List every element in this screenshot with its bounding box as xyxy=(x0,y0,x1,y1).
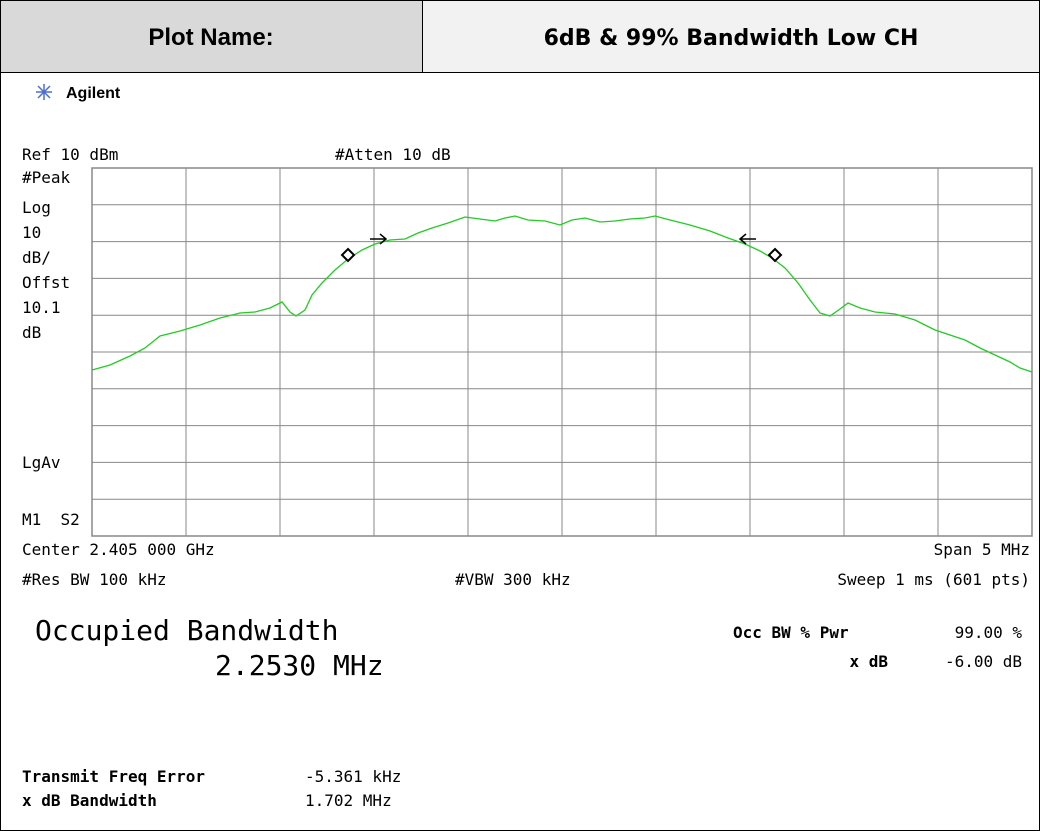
header-title: 6dB & 99% Bandwidth Low CH xyxy=(544,26,919,51)
left-label: Offst xyxy=(22,273,70,292)
tfe-value: -5.361 kHz xyxy=(305,767,401,786)
ref-level: Ref 10 dBm xyxy=(22,145,118,164)
brand: Agilent xyxy=(66,85,121,102)
marker xyxy=(767,247,783,263)
span: Span 5 MHz xyxy=(934,540,1030,559)
result-title: Occupied Bandwidth xyxy=(35,614,338,647)
left-label: 10.1 xyxy=(22,298,61,317)
occ-label: Occ BW % Pwr xyxy=(733,623,849,642)
xdb-value: -6.00 dB xyxy=(945,652,1022,671)
graticule-border xyxy=(91,167,1033,537)
header-label: Plot Name: xyxy=(148,24,273,51)
left-label: 10 xyxy=(22,223,41,242)
trace xyxy=(91,215,1033,373)
left-label: M1 S2 xyxy=(22,510,80,529)
xdb-label: x dB xyxy=(849,652,888,671)
left-label: #Peak xyxy=(22,168,71,187)
agilent-logo xyxy=(36,84,52,100)
left-label: Log xyxy=(22,198,51,217)
xbw-label: x dB Bandwidth xyxy=(22,791,157,810)
arrow-marker xyxy=(370,233,388,245)
attenuation: #Atten 10 dB xyxy=(335,145,451,164)
left-label: dB xyxy=(22,323,41,342)
arrow-marker xyxy=(738,233,756,245)
xbw-value: 1.702 MHz xyxy=(305,791,392,810)
tfe-label: Transmit Freq Error xyxy=(22,767,205,786)
left-labels: #Peak Log 10 dB/Offst 10.1 dB LgAv M1 S2 xyxy=(22,168,80,529)
header-cell xyxy=(422,0,1040,73)
vbw: #VBW 300 kHz xyxy=(455,570,571,589)
header-cell xyxy=(0,0,423,73)
res-bw: #Res BW 100 kHz xyxy=(22,570,167,589)
left-label: LgAv xyxy=(22,453,61,472)
occ-value: 99.00 % xyxy=(955,623,1023,642)
marker xyxy=(340,247,356,263)
result-value: 2.2530 MHz xyxy=(215,649,384,682)
left-label: dB/ xyxy=(22,248,51,267)
center-freq: Center 2.405 000 GHz xyxy=(22,540,215,559)
sweep: Sweep 1 ms (601 pts) xyxy=(837,570,1030,589)
graticule xyxy=(92,168,1032,536)
